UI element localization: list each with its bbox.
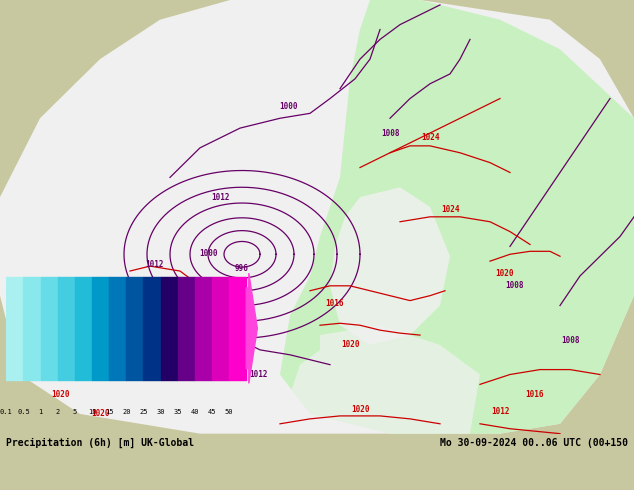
Text: 15: 15 xyxy=(105,409,113,415)
Text: 1016: 1016 xyxy=(326,299,344,308)
Text: 1008: 1008 xyxy=(506,281,524,290)
Bar xyxy=(23,277,41,380)
Text: 1000: 1000 xyxy=(198,249,217,258)
Text: 50: 50 xyxy=(225,409,233,415)
Text: 1012: 1012 xyxy=(210,193,230,201)
Text: 1020: 1020 xyxy=(351,405,369,414)
Text: 10: 10 xyxy=(87,409,96,415)
Bar xyxy=(58,277,75,380)
Bar xyxy=(178,277,195,380)
Text: 30: 30 xyxy=(157,409,165,415)
Text: 35: 35 xyxy=(174,409,182,415)
Text: 40: 40 xyxy=(191,409,199,415)
Text: 1012: 1012 xyxy=(146,260,164,269)
Text: 1012: 1012 xyxy=(249,370,268,379)
Bar xyxy=(126,277,143,380)
Text: 1020: 1020 xyxy=(51,390,69,399)
Polygon shape xyxy=(330,187,450,345)
Text: 1008: 1008 xyxy=(381,128,399,138)
Bar xyxy=(160,277,178,380)
Text: 1016: 1016 xyxy=(526,390,544,399)
Text: 1008: 1008 xyxy=(201,303,219,312)
Bar xyxy=(143,277,160,380)
Text: 1024: 1024 xyxy=(421,133,439,143)
Text: 20: 20 xyxy=(122,409,131,415)
Text: 1020: 1020 xyxy=(340,341,359,349)
Text: 1020: 1020 xyxy=(91,410,109,418)
Text: 0.5: 0.5 xyxy=(17,409,30,415)
Text: 45: 45 xyxy=(208,409,216,415)
Bar xyxy=(195,277,212,380)
Text: 1000: 1000 xyxy=(279,102,297,111)
Text: Precipitation (6h) [m] UK-Global: Precipitation (6h) [m] UK-Global xyxy=(6,438,195,448)
Text: 1: 1 xyxy=(39,409,42,415)
Bar xyxy=(92,277,109,380)
Polygon shape xyxy=(290,325,480,434)
Text: 5: 5 xyxy=(73,409,77,415)
Text: 1008: 1008 xyxy=(560,336,579,344)
Text: 996: 996 xyxy=(235,264,249,272)
Bar xyxy=(75,277,92,380)
Bar xyxy=(6,277,23,380)
Text: 2: 2 xyxy=(56,409,60,415)
Polygon shape xyxy=(0,0,634,434)
Text: 0.1: 0.1 xyxy=(0,409,13,415)
Bar xyxy=(212,277,229,380)
Text: Mo 30-09-2024 00..06 UTC (00+150: Mo 30-09-2024 00..06 UTC (00+150 xyxy=(439,438,628,448)
Bar xyxy=(109,277,126,380)
Text: 1024: 1024 xyxy=(441,205,459,215)
Bar xyxy=(41,277,58,380)
Text: 1020: 1020 xyxy=(496,270,514,278)
Text: 25: 25 xyxy=(139,409,148,415)
FancyArrow shape xyxy=(246,273,257,383)
Polygon shape xyxy=(280,0,634,434)
Bar xyxy=(229,277,246,380)
Text: 1012: 1012 xyxy=(491,408,509,416)
